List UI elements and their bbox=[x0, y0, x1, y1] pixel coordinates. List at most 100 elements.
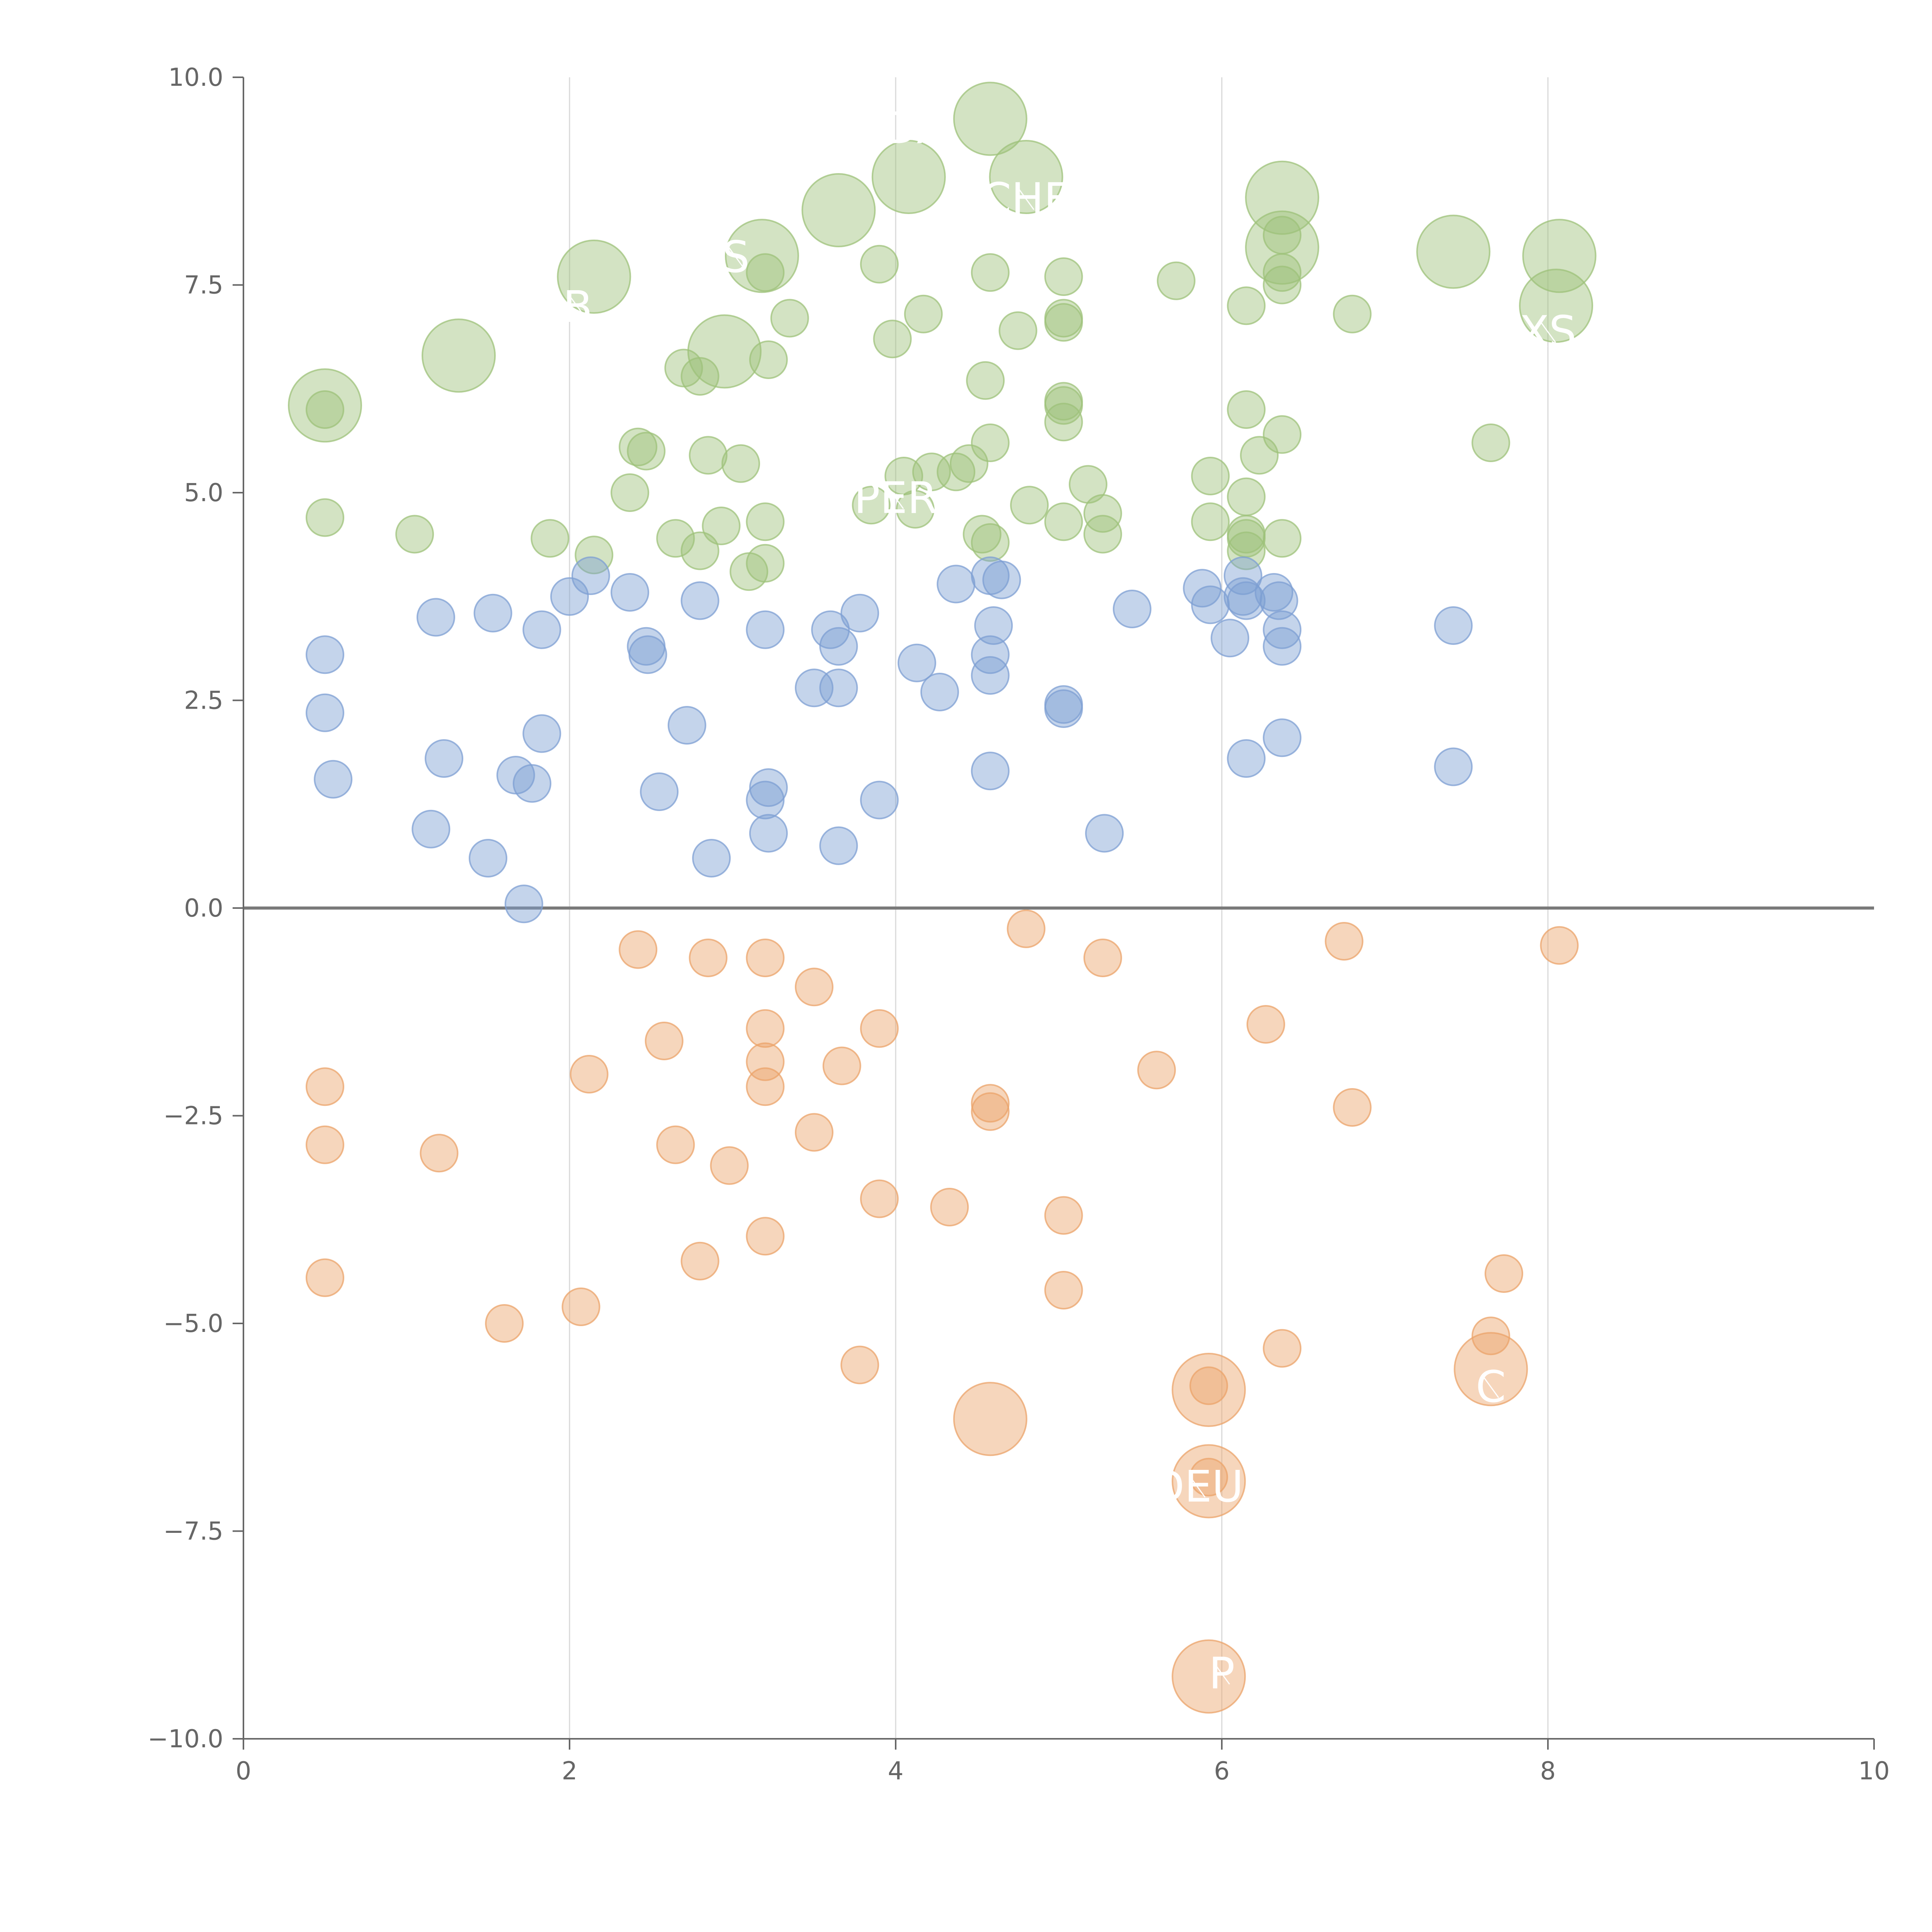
bubble-point bbox=[971, 752, 1010, 791]
bubble-point bbox=[749, 340, 788, 379]
bubble-point bbox=[1007, 909, 1046, 948]
bubble-point bbox=[971, 423, 1010, 462]
annotation-leader-line bbox=[887, 487, 904, 509]
bubble-point bbox=[1485, 1254, 1524, 1293]
bubble-point bbox=[1263, 627, 1302, 666]
bubble-annotation: P bbox=[1209, 1649, 1235, 1699]
bubble-point bbox=[1240, 436, 1279, 475]
bubble-point bbox=[971, 253, 1010, 292]
bubble-annotation: XS bbox=[1519, 307, 1577, 357]
annotation-text: C bbox=[1476, 1362, 1506, 1412]
bubble-point bbox=[504, 884, 543, 923]
bubble-point bbox=[395, 515, 434, 554]
bubble-point bbox=[937, 565, 976, 604]
bubble-point bbox=[971, 1092, 1010, 1131]
bubble-point bbox=[746, 544, 785, 583]
bubble-point bbox=[667, 706, 706, 745]
bubble-point bbox=[871, 140, 946, 214]
annotation-leader-line bbox=[1213, 1662, 1230, 1685]
bubble-point bbox=[746, 502, 785, 541]
annotation-leader-line bbox=[1189, 1476, 1206, 1498]
annotation-leader-line bbox=[1018, 188, 1034, 210]
annotation-leader-line bbox=[1483, 1376, 1499, 1398]
bubble-point bbox=[1044, 1196, 1083, 1235]
bubble-point bbox=[1044, 502, 1083, 541]
bubble-point bbox=[473, 594, 512, 633]
bubble-point bbox=[721, 444, 760, 483]
bubble-point bbox=[656, 519, 695, 558]
bubble-point bbox=[306, 635, 344, 674]
bubble-point bbox=[1522, 219, 1597, 293]
bubble-point bbox=[522, 714, 561, 753]
bubble-point bbox=[746, 1009, 785, 1048]
bubble-point bbox=[522, 610, 561, 649]
bubble-point bbox=[971, 523, 1010, 562]
bubble-point bbox=[1263, 1329, 1302, 1368]
bubble-point bbox=[640, 772, 679, 811]
bubble-point bbox=[1044, 386, 1083, 425]
bubble-layer bbox=[288, 82, 1597, 1714]
bubble-point bbox=[570, 1055, 609, 1094]
bubble-point bbox=[1227, 286, 1266, 325]
bubble-point bbox=[1259, 581, 1298, 620]
bubble-point bbox=[1263, 216, 1302, 255]
y-tick-label: 5.0 bbox=[184, 479, 223, 507]
bubble-point bbox=[953, 1382, 1027, 1456]
bubble-point bbox=[904, 294, 943, 333]
bubble-point bbox=[306, 390, 344, 429]
series-blue bbox=[306, 556, 1473, 923]
bubble-point bbox=[1083, 515, 1122, 554]
bubble-annotation: C bbox=[1476, 1362, 1506, 1412]
bubble-point bbox=[412, 810, 451, 849]
annotation-text: H bbox=[912, 1403, 944, 1454]
bubble-point bbox=[1083, 939, 1122, 977]
bubble-point bbox=[971, 635, 1010, 674]
bubble-point bbox=[930, 1188, 969, 1226]
bubble-point bbox=[1044, 257, 1083, 296]
bubble-point bbox=[953, 82, 1027, 156]
bubble-point bbox=[1263, 265, 1302, 304]
annotation-leader-line bbox=[1539, 321, 1556, 343]
bubble-point bbox=[557, 240, 631, 314]
bubble-annotation: S bbox=[722, 232, 750, 282]
bubble-point bbox=[822, 1046, 861, 1085]
bubble-point bbox=[288, 368, 362, 443]
y-tick-label: −5.0 bbox=[163, 1310, 223, 1338]
bubble-point bbox=[746, 939, 785, 977]
y-tick-label: −10.0 bbox=[148, 1725, 223, 1753]
bubble-point bbox=[656, 1125, 695, 1164]
bubble-point bbox=[1044, 403, 1083, 442]
bubble-point bbox=[749, 814, 788, 853]
bubble-point bbox=[306, 1067, 344, 1106]
bubble-point bbox=[920, 673, 959, 711]
bubble-point bbox=[819, 627, 858, 666]
bubble-point bbox=[1227, 531, 1266, 570]
bubble-point bbox=[645, 1022, 684, 1060]
bubble-point bbox=[469, 839, 507, 878]
bubble-point bbox=[1454, 1332, 1528, 1406]
annotation-text: S bbox=[722, 232, 750, 282]
bubble-point bbox=[306, 693, 344, 732]
annotation-text: XS bbox=[1519, 307, 1577, 357]
bubble-point bbox=[1263, 415, 1302, 454]
bubble-point bbox=[963, 515, 1002, 554]
bubble-point bbox=[680, 1242, 719, 1281]
bubble-point bbox=[852, 486, 891, 525]
bubble-point bbox=[619, 930, 658, 969]
bubble-point bbox=[702, 507, 741, 545]
bubble-point bbox=[1156, 261, 1196, 300]
bubble-point bbox=[1434, 747, 1473, 786]
bubble-point bbox=[531, 519, 570, 558]
bubble-point bbox=[819, 826, 858, 865]
bubble-point bbox=[1227, 739, 1266, 778]
bubble-point bbox=[689, 436, 728, 475]
bubble-annotation: H bbox=[912, 1403, 944, 1454]
bubble-point bbox=[819, 668, 858, 707]
y-tick-label: 2.5 bbox=[184, 687, 223, 715]
bubble-point bbox=[1263, 610, 1302, 649]
bubble-point bbox=[795, 968, 833, 1007]
bubble-point bbox=[680, 357, 719, 396]
bubble-point bbox=[1246, 1005, 1285, 1044]
bubble-point bbox=[1044, 303, 1083, 342]
bubble-annotation: CHE bbox=[981, 174, 1071, 224]
